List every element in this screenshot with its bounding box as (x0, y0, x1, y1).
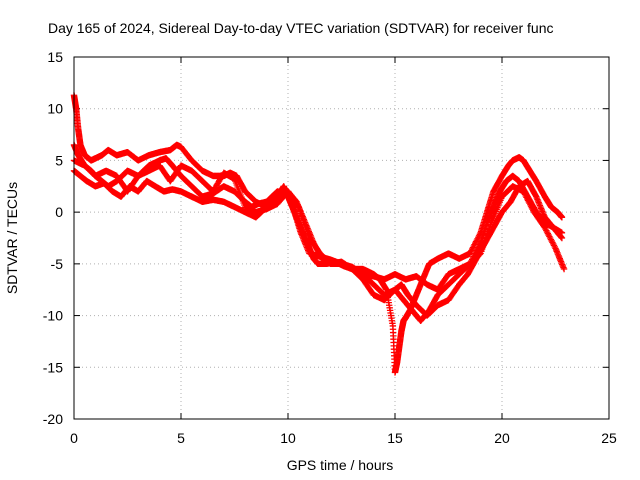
data-points (70, 92, 568, 376)
plot-frame (73, 56, 610, 420)
data-point (558, 234, 566, 242)
x-tick-label: 15 (387, 430, 403, 446)
series-track-4 (70, 157, 568, 293)
y-tick-label: 15 (47, 49, 63, 65)
y-tick-label: 5 (55, 152, 63, 168)
x-axis-label: GPS time / hours (287, 457, 394, 473)
data-point (560, 265, 568, 273)
data-point (294, 202, 302, 210)
y-tick-labels: 15 10 5 0 -5 -10 -15 -20 (43, 49, 63, 427)
y-axis-label: SDTVAR / TECUs (4, 182, 20, 294)
y-tick-label: -10 (43, 308, 63, 324)
y-tick-label: 0 (55, 204, 63, 220)
x-tick-labels: 0 5 10 15 20 25 (70, 430, 617, 446)
y-tick-label: -5 (51, 256, 64, 272)
x-tick-label: 5 (177, 430, 185, 446)
x-tick-label: 20 (494, 430, 510, 446)
y-tick-label: -20 (43, 411, 63, 427)
chart-title: Day 165 of 2024, Sidereal Day-to-day VTE… (48, 20, 554, 36)
data-point (551, 243, 558, 251)
x-tick-label: 0 (70, 430, 78, 446)
data-point (558, 214, 566, 221)
grid (74, 57, 609, 419)
x-tick-label: 10 (280, 430, 296, 446)
y-tick-label: -15 (43, 359, 63, 375)
series-track-1 (70, 92, 566, 376)
x-tick-label: 25 (601, 430, 617, 446)
y-tick-label: 10 (47, 101, 63, 117)
